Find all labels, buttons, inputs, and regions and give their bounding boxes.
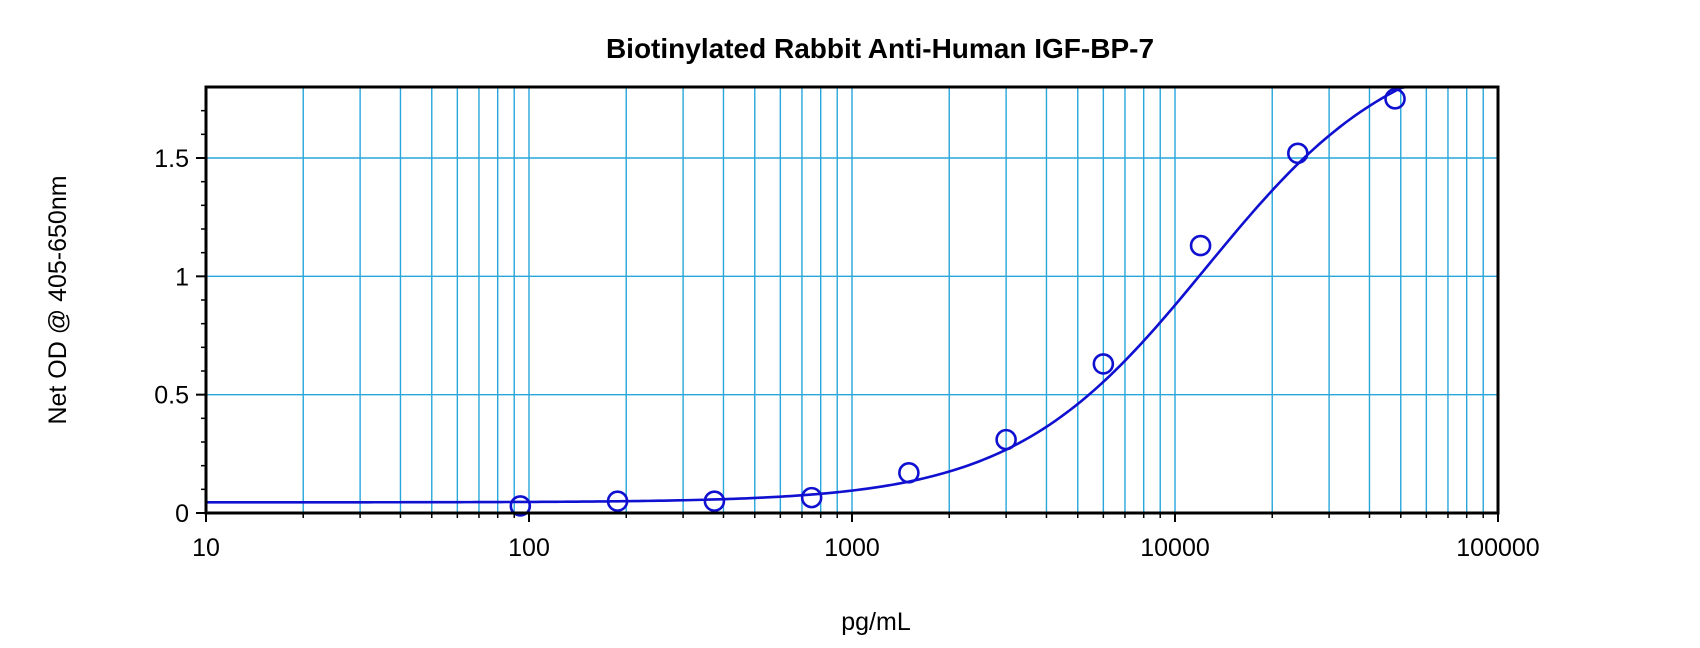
y-tick-label: 0.5 — [154, 382, 189, 410]
data-points — [509, 88, 1406, 517]
data-point — [800, 486, 823, 509]
data-point — [1287, 142, 1309, 165]
data-point — [898, 461, 920, 484]
data-point — [1384, 88, 1406, 110]
x-tick-label: 10 — [192, 534, 220, 562]
y-axis-label: Net OD @ 405-650nm — [44, 175, 72, 424]
y-tick-label: 0 — [175, 500, 189, 528]
data-point — [995, 428, 1017, 451]
y-tick-label: 1 — [175, 263, 189, 291]
fit-curve — [206, 85, 1427, 504]
x-tick-label: 100 — [508, 534, 550, 562]
x-tick-label: 10000 — [1140, 534, 1210, 562]
x-tick-label: 100000 — [1456, 534, 1539, 562]
data-point — [606, 490, 629, 512]
fit-curve-layer — [206, 85, 1427, 504]
axis-ticks — [196, 109, 1499, 522]
chart-title: Biotinylated Rabbit Anti-Human IGF-BP-7 — [606, 33, 1154, 64]
tick-labels: 10 100 1000 10000 100000 0 0.5 1 1.5 — [154, 145, 1539, 562]
data-point — [1189, 234, 1212, 257]
x-tick-label: 1000 — [824, 534, 880, 562]
data-point — [509, 495, 532, 517]
y-tick-label: 1.5 — [154, 145, 189, 173]
grid — [206, 87, 1498, 513]
data-point — [1092, 353, 1115, 375]
x-axis-label: pg/mL — [841, 608, 911, 636]
data-point — [703, 490, 726, 512]
